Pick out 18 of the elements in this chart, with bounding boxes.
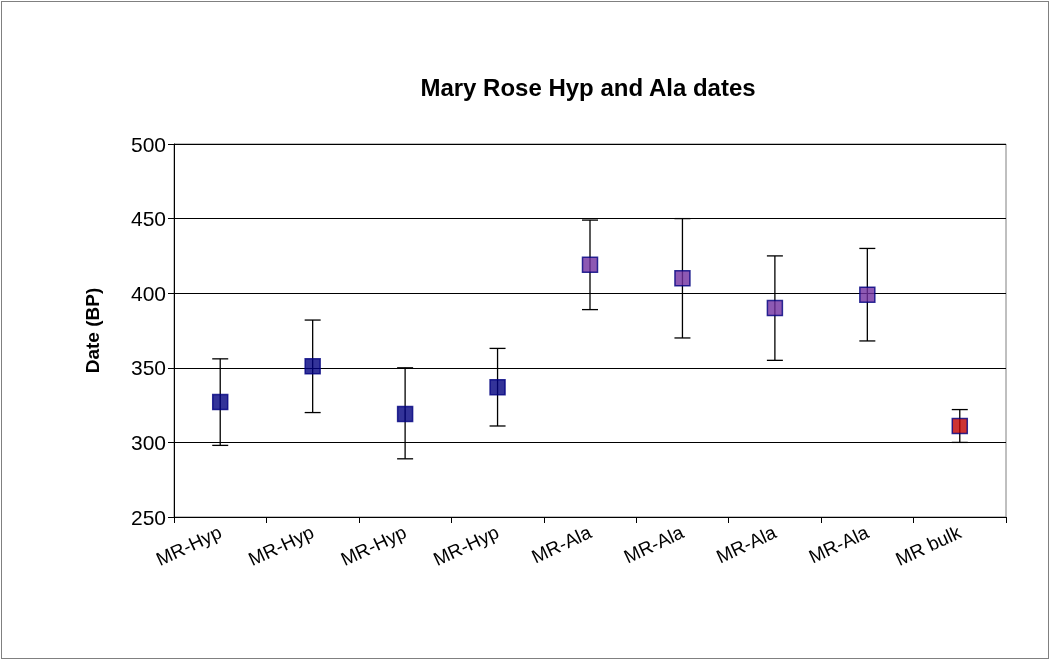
y-tick-label: 500 <box>130 132 166 156</box>
point <box>489 378 506 396</box>
y-tick-label: 350 <box>130 356 166 380</box>
point <box>581 256 599 274</box>
point <box>211 393 229 411</box>
point <box>674 270 691 287</box>
y-tick-label: 450 <box>130 207 166 231</box>
y-tick-label: 400 <box>130 281 166 305</box>
chart-title: Mary Rose Hyp and Ala dates <box>420 73 756 101</box>
point <box>396 405 414 423</box>
y-tick-label: 300 <box>130 430 166 454</box>
point <box>951 417 969 435</box>
point <box>304 358 321 375</box>
x-tick-label: MR bulk <box>892 521 965 570</box>
point <box>766 299 784 317</box>
point <box>859 286 876 303</box>
y-axis-title: Date (BP) <box>82 287 103 374</box>
y-tick-label: 250 <box>130 505 166 529</box>
